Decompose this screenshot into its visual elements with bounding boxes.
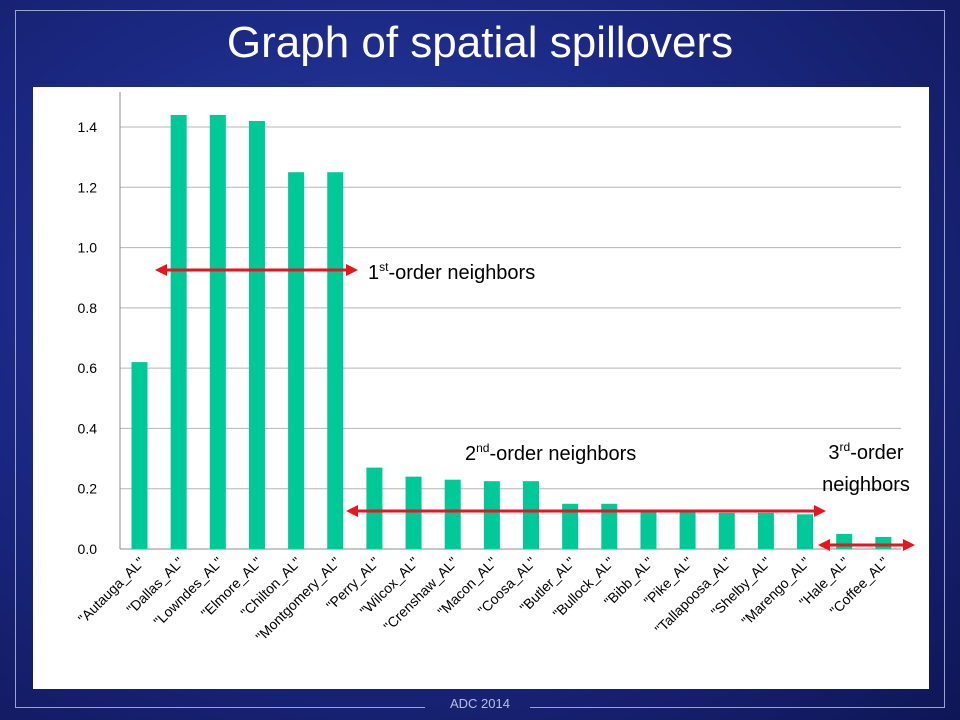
bar: [209, 114, 226, 549]
x-tick-label: "Marengo_AL": [738, 554, 813, 629]
arrow-second-order: [346, 505, 826, 517]
bar: [327, 172, 344, 549]
arrow-third-order: [818, 539, 915, 551]
y-tick-label: 0.6: [78, 360, 98, 376]
y-tick-label: 1.4: [78, 119, 98, 135]
y-tick-label: 0.0: [78, 541, 98, 557]
bar: [836, 533, 853, 549]
frame-bottom-line-left: [15, 707, 425, 708]
y-tick-label: 1.2: [78, 179, 98, 195]
bar: [562, 503, 579, 549]
y-tick-label: 1.0: [78, 240, 98, 256]
bar: [523, 481, 539, 549]
bar: [131, 362, 148, 549]
bar: [757, 512, 774, 549]
y-tick-label: 0.4: [78, 420, 98, 436]
chart-panel: 0.0 0.2 0.4 0.6 0.8 1.0 1.2 1.4 "Autauga_AL" "Dal…: [33, 87, 929, 689]
bar: [797, 514, 814, 549]
bar: [875, 536, 892, 549]
bar: [248, 120, 265, 549]
bar-chart: 0.00.20.40.60.81.01.21.4"Autauga_AL""Dal…: [75, 92, 915, 645]
annotation-third-order-line2: neighbors: [822, 474, 910, 496]
arrow-head-right: [814, 505, 826, 517]
x-tick-label: "Autauga_AL": [75, 554, 148, 627]
bar: [640, 509, 657, 549]
frame-bottom-line-right: [530, 707, 945, 708]
bar: [366, 467, 383, 549]
bar: [483, 481, 500, 549]
bar: [679, 511, 696, 549]
annotation-second-order: 2nd-order neighbors: [465, 441, 636, 465]
frame-top-line: [15, 10, 945, 11]
annotation-first-order: 1st-order neighbors: [368, 260, 535, 284]
arrow-head-left: [155, 264, 167, 276]
arrow-first-order: [155, 264, 358, 276]
bar: [444, 479, 461, 549]
y-tick-label: 0.8: [78, 300, 98, 316]
bar: [170, 114, 187, 549]
footer-text: ADC 2014: [450, 696, 510, 711]
bar: [288, 172, 305, 549]
bar: [405, 476, 422, 549]
arrow-head-left: [346, 505, 358, 517]
arrow-head-right: [346, 264, 358, 276]
arrow-head-right: [903, 539, 915, 551]
annotation-third-order: 3rd-order: [828, 440, 903, 464]
bar: [718, 512, 735, 549]
frame-left-line: [15, 10, 16, 708]
arrow-head-left: [818, 539, 830, 551]
y-tick-label: 0.2: [78, 481, 98, 497]
slide-title: Graph of spatial spillovers: [226, 18, 734, 67]
frame-right-line: [944, 10, 945, 708]
bar: [601, 503, 618, 549]
